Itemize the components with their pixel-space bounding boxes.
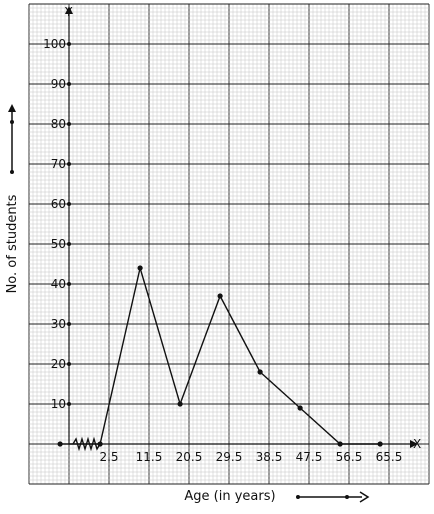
y-axis-arrow-icon [65, 6, 73, 14]
graph-paper-grid [28, 3, 430, 485]
x-axis-title: Age (in years) [184, 489, 275, 504]
y-tick-label: 100 [43, 37, 66, 51]
data-point [217, 293, 223, 299]
y-tick-mark [67, 362, 71, 366]
axis-labels: X Y Age (in years) No. of students [5, 5, 421, 504]
y-tick-label: 60 [51, 197, 66, 211]
y-tick-mark [67, 282, 71, 286]
vertical-direction-arrow-icon [8, 104, 16, 174]
series [57, 265, 383, 447]
data-point [137, 265, 143, 271]
data-point [297, 405, 303, 411]
y-tick-mark [67, 162, 71, 166]
x-tick-label: 11.5 [136, 450, 163, 464]
data-point [57, 441, 63, 447]
y-tick-label: 80 [51, 117, 66, 131]
y-tick-label: 40 [51, 277, 66, 291]
x-tick-label: 56.5 [336, 450, 363, 464]
horizontal-direction-arrow-icon [296, 491, 370, 503]
y-tick-label: 50 [51, 237, 66, 251]
y-tick-label: 10 [51, 397, 66, 411]
x-tick-label: 47.5 [296, 450, 323, 464]
y-axis-title: No. of students [5, 194, 20, 293]
x-tick-label: 20.5 [176, 450, 203, 464]
data-point [177, 401, 183, 407]
y-tick-mark [67, 122, 71, 126]
x-axis-letter: X [413, 437, 421, 451]
data-point [377, 441, 383, 447]
y-tick-mark [67, 402, 71, 406]
y-tick-label: 20 [51, 357, 66, 371]
x-tick-label: 2.5 [99, 450, 118, 464]
y-tick-label: 90 [51, 77, 66, 91]
x-tick-label: 65.5 [376, 450, 403, 464]
data-point [257, 369, 263, 375]
y-tick-mark [67, 242, 71, 246]
y-tick-mark [67, 202, 71, 206]
y-tick-mark [67, 42, 71, 46]
x-tick-label: 38.5 [256, 450, 283, 464]
y-tick-label: 30 [51, 317, 66, 331]
data-point [337, 441, 343, 447]
tick-labels: 10 20 30 40 50 60 70 80 90 100 2.5 11.5 20.5 29.5 38.5… [43, 37, 402, 464]
x-axis-arrow-icon [410, 440, 418, 448]
y-tick-mark [67, 322, 71, 326]
y-axis-letter: Y [64, 5, 73, 19]
y-tick-label: 70 [51, 157, 66, 171]
data-point [97, 441, 103, 447]
x-tick-label: 29.5 [216, 450, 243, 464]
y-tick-mark [67, 82, 71, 86]
decorations [8, 104, 370, 503]
